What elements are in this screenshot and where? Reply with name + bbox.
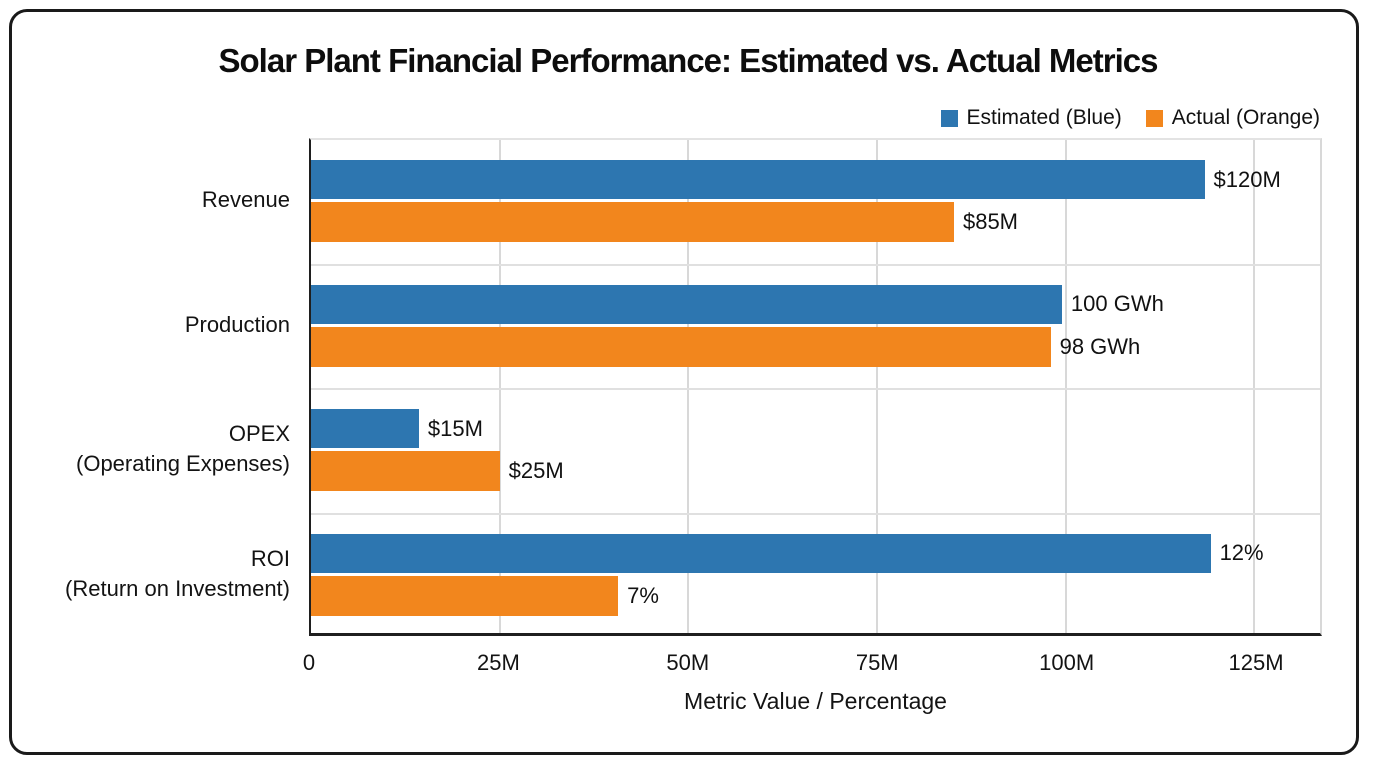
- category-label: Revenue: [201, 187, 290, 213]
- bar-value-label: $25M: [508, 458, 564, 483]
- gridline-horizontal: [311, 512, 1320, 515]
- actual-bar: [311, 202, 954, 242]
- legend-label-actual: Actual (Orange): [1171, 106, 1320, 129]
- legend-label-estimated: Estimated (Blue): [966, 106, 1122, 129]
- category-label: OPEX (Operating Expenses): [76, 421, 290, 477]
- gridline-vertical: [498, 140, 501, 633]
- x-axis-ticks: 0 25M 50M 75M 100M 125M: [303, 650, 1322, 678]
- category-label: ROI (Return on Investment): [65, 545, 290, 601]
- x-tick-label: 25M: [477, 650, 520, 675]
- gridline-vertical: [1064, 140, 1067, 633]
- x-tick-label: 75M: [855, 650, 899, 675]
- bar-value-label: $120M: [1213, 166, 1281, 192]
- x-tick-label: 100M: [1039, 650, 1095, 675]
- bar-value-label: 98 GWh: [1059, 333, 1141, 359]
- estimated-bar: [311, 284, 1062, 324]
- actual-bar: [311, 451, 500, 491]
- x-tick-label: 0: [302, 650, 316, 675]
- gridline-horizontal: [311, 263, 1320, 266]
- estimated-bar: [311, 409, 419, 448]
- bar-group-row: 12% 7%: [311, 514, 1320, 639]
- bar-value-label: 100 GWh: [1070, 291, 1164, 316]
- bar-group-row: $120M $85M: [311, 140, 1320, 265]
- bar-group-row: $15M $25M: [311, 389, 1320, 514]
- chart-title: Solar Plant Financial Performance: Estim…: [218, 42, 1159, 79]
- bar-value-label: $15M: [427, 415, 483, 441]
- bar-group-row: 100 GWh 98 GWh: [311, 265, 1320, 390]
- chart-outer-border: [9, 9, 1359, 755]
- actual-bar: [311, 575, 619, 616]
- actual-bar: [311, 326, 1051, 367]
- gridline-horizontal: [311, 388, 1320, 390]
- legend-swatch-actual-icon: [1145, 109, 1163, 127]
- x-tick-label: 50M: [666, 650, 710, 675]
- bar-value-label: 12%: [1219, 540, 1264, 565]
- legend-item-estimated: Estimated (Blue): [940, 106, 1122, 130]
- legend-swatch-estimated-icon: [940, 109, 958, 127]
- legend: Estimated (Blue) Actual (Orange): [940, 106, 1320, 130]
- gridline-vertical: [1253, 140, 1256, 633]
- gridline-vertical: [687, 140, 690, 633]
- x-axis-title: Metric Value / Percentage: [684, 688, 947, 714]
- y-axis-category-labels: Revenue Production OPEX (Operating Expenses…: [0, 138, 290, 636]
- estimated-bar: [311, 533, 1211, 573]
- category-label: Production: [184, 311, 290, 337]
- x-tick-label: 125M: [1228, 650, 1284, 675]
- estimated-bar: [311, 160, 1205, 199]
- gridline-vertical: [876, 140, 878, 633]
- plot-area: $120M $85M 100 GWh 98 GWh $15M $25M 12% 7%: [309, 138, 1322, 636]
- bar-value-label: $85M: [962, 209, 1019, 234]
- legend-item-actual: Actual (Orange): [1145, 106, 1320, 130]
- bar-value-label: 7%: [627, 582, 659, 608]
